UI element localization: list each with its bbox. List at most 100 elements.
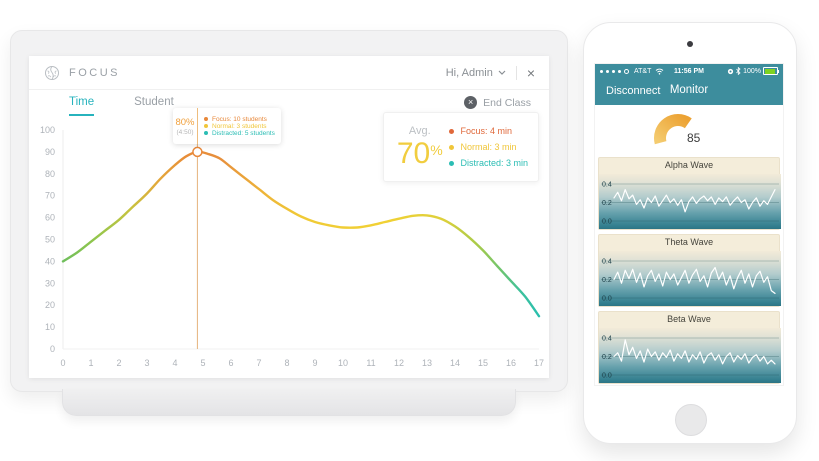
svg-text:4: 4 [172,358,177,368]
svg-text:0.0: 0.0 [602,373,612,380]
close-icon[interactable]: × [526,64,535,81]
svg-text:17: 17 [534,358,544,368]
monitor-device: FOCUS Hi, Admin × Time Student × [10,30,568,392]
tooltip-legend: Focus: 10 students Normal: 3 students Di… [198,113,281,140]
tooltip-legend-row: Focus: 10 students [204,116,277,123]
end-class-button[interactable]: × End Class [464,96,531,109]
phone-page-title: Monitor [669,84,709,96]
svg-text:20: 20 [45,300,55,310]
phone-camera-dot [687,41,693,47]
tab-student[interactable]: Student [134,96,174,108]
signal-dot [618,69,621,73]
svg-text:7: 7 [256,358,261,368]
svg-text:12: 12 [394,358,404,368]
gauge-value: 85 [687,131,701,145]
theta-wave-panel: Theta Wave 0.4 0.2 0.0 [598,234,781,307]
wave-title: Alpha Wave [664,160,714,170]
svg-text:0.0: 0.0 [602,219,612,226]
battery-percent: 100% [743,67,761,75]
signal-dot [606,69,609,73]
svg-text:60: 60 [45,213,55,223]
svg-text:11: 11 [366,358,375,368]
svg-text:40: 40 [45,256,55,266]
home-button[interactable] [675,404,707,436]
phone-device: AT&T 11:56 PM 100% [583,22,797,444]
user-menu-label: Hi, Admin [445,66,493,79]
svg-text:0.4: 0.4 [602,182,612,189]
normal-dot [449,144,455,150]
svg-text:0.4: 0.4 [602,336,612,343]
tooltip-time: (4:50) [176,128,194,136]
beta-wave-chart: 0.4 0.2 0.0 [599,328,781,383]
monitor-app-screen: AT&T 11:56 PM 100% [594,63,784,386]
signal-dot-empty [624,68,629,74]
svg-text:15: 15 [478,358,488,368]
status-left: AT&T [600,68,664,75]
average-unit: % [430,142,443,158]
svg-text:80: 80 [45,169,55,179]
svg-text:0.0: 0.0 [602,296,612,303]
end-class-icon: × [464,96,478,109]
end-class-label: End Class [483,96,531,109]
phone-nav-bar: Disconnect Monitor [595,78,783,105]
tooltip-value-block: 80% (4:50) [173,117,197,136]
header-divider [515,65,517,80]
svg-text:0.2: 0.2 [602,354,612,361]
theta-wave-chart: 0.4 0.2 0.0 [599,251,781,306]
svg-text:0.2: 0.2 [602,200,612,207]
focus-line-chart: 0 10 20 30 40 50 60 70 80 90 100 0 1 2 3 4 5 6 7 8 9 10 11 12 13… [29,116,549,378]
svg-text:0.4: 0.4 [602,259,612,266]
tooltip-legend-row: Normal: 3 students [204,123,277,130]
user-menu[interactable]: Hi, Admin [446,67,506,79]
focus-gauge: 85 [595,105,783,157]
svg-text:0.2: 0.2 [602,277,612,284]
average-summary-card: Avg. 70% Focus: 4 min Normal: 3 min Dist… [383,112,539,182]
svg-text:10: 10 [338,358,348,368]
summary-legend-label: Distracted: 3 min [460,158,528,168]
svg-text:1: 1 [88,358,93,368]
svg-text:3: 3 [144,358,149,368]
svg-text:6: 6 [228,358,233,368]
tooltip-legend-label: Normal: 3 students [212,122,267,130]
focus-dot [449,128,455,134]
summary-legend-row: Normal: 3 min [449,142,528,152]
wifi-icon [656,68,664,75]
app-title: FOCUS [69,66,120,79]
wave-title: Theta Wave [664,237,714,247]
svg-text:13: 13 [422,358,432,368]
tooltip-legend-row: Distracted: 5 students [204,130,277,137]
distracted-dot [204,131,208,135]
gauge-arc [654,114,692,145]
alpha-wave-chart: 0.4 0.2 0.0 [599,174,781,229]
svg-text:9: 9 [312,358,317,368]
status-right: 100% [727,67,779,75]
beta-wave-panel: Beta Wave 0.4 0.2 0.0 [598,311,781,384]
tab-row: Time Student × End Class [29,96,549,122]
svg-text:10: 10 [45,322,55,332]
tooltip-legend-label: Focus: 10 students [212,115,267,123]
svg-text:50: 50 [45,235,55,245]
signal-dot [612,69,615,73]
wave-title: Beta Wave [667,314,711,324]
summary-legend-label: Normal: 3 min [460,142,517,152]
focus-app-window: FOCUS Hi, Admin × Time Student × [29,56,549,378]
chevron-down-icon [498,70,506,75]
svg-text:2: 2 [116,358,121,368]
svg-text:100: 100 [40,125,55,135]
battery-icon [763,67,779,75]
svg-text:30: 30 [45,278,55,288]
tab-time[interactable]: Time [69,96,95,116]
tooltip-divider [197,108,198,144]
svg-text:16: 16 [506,358,516,368]
header-right: Hi, Admin × [446,64,535,81]
brain-logo-icon [45,65,59,80]
tooltip-value: 80% [175,116,195,128]
disconnect-button[interactable]: Disconnect [606,85,661,97]
average-label: Avg. [408,125,431,137]
svg-text:70: 70 [45,191,55,201]
focus-dot [204,117,208,121]
chart-tooltip: 80% (4:50) Focus: 10 students Normal: 3 … [173,108,281,144]
alpha-wave-panel: Alpha Wave 0.4 0.2 0.0 [598,157,781,230]
